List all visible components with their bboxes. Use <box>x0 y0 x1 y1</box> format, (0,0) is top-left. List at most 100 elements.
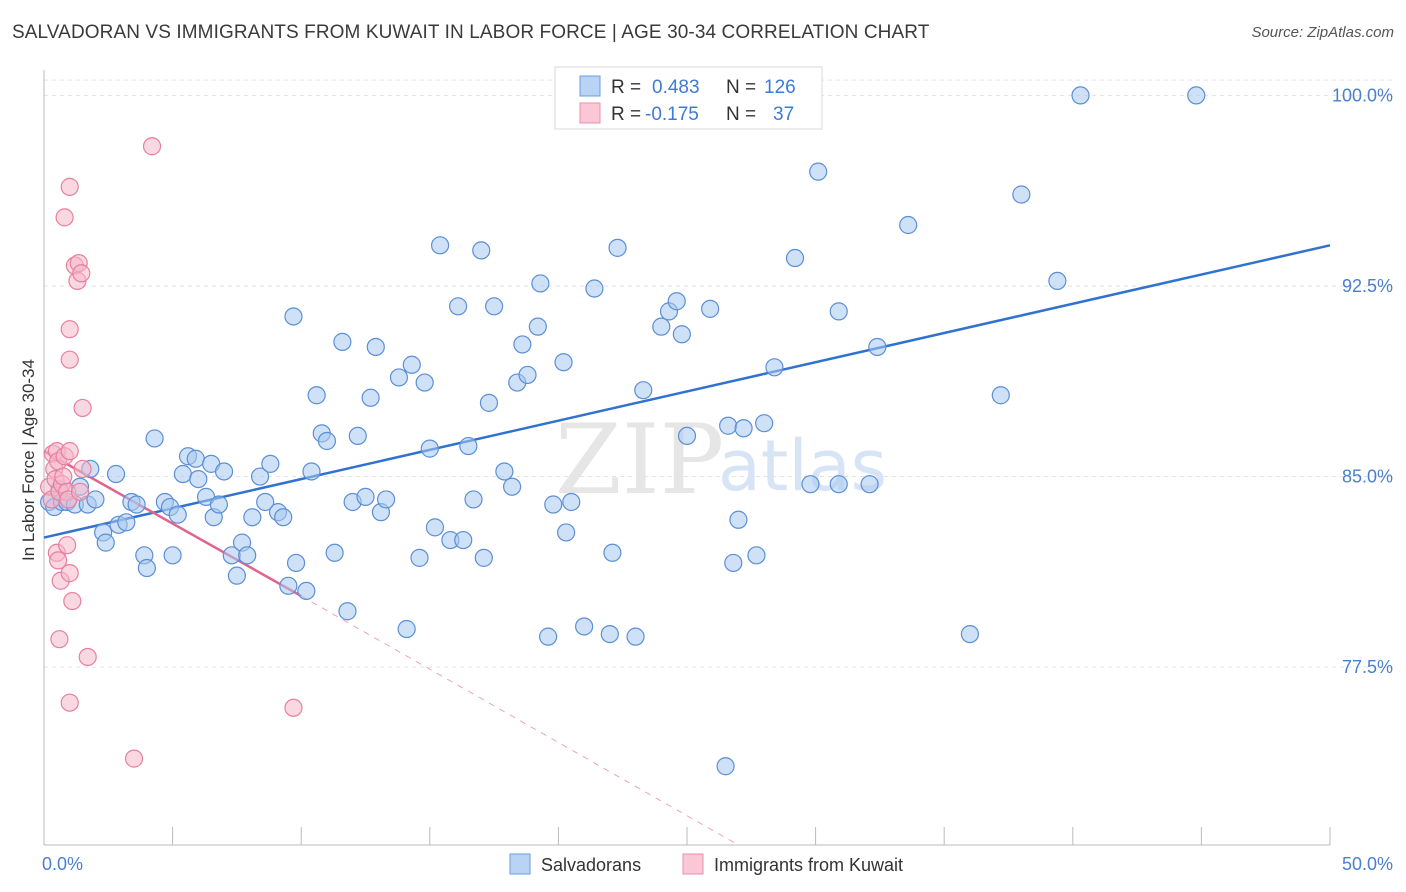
point-kuwait <box>55 208 74 227</box>
legend-r-value-1: 0.483 <box>652 77 700 98</box>
point-salvadorans <box>626 627 645 646</box>
point-kuwait <box>60 693 79 712</box>
point-salvadorans <box>284 307 303 326</box>
bottom-legend-salvadorans: Salvadorans <box>541 855 641 875</box>
bottom-legend-swatch-kuwait <box>682 853 704 875</box>
point-salvadorans <box>96 533 115 552</box>
legend-r-value-2: -0.175 <box>645 104 699 125</box>
point-salvadorans <box>137 558 156 578</box>
x-tick-label-max: 50.0% <box>1342 854 1393 874</box>
point-kuwait <box>54 467 73 486</box>
point-kuwait <box>72 264 91 283</box>
point-salvadorans <box>186 449 205 468</box>
point-kuwait <box>70 482 90 501</box>
point-salvadorans <box>765 358 784 377</box>
point-kuwait <box>124 749 144 768</box>
point-salvadorans <box>317 431 337 451</box>
point-salvadorans <box>333 332 352 351</box>
point-salvadorans <box>518 365 537 385</box>
point-salvadorans <box>716 757 735 776</box>
point-salvadorans <box>991 386 1010 405</box>
point-salvadorans <box>829 302 848 321</box>
point-salvadorans <box>261 454 280 473</box>
point-salvadorans <box>868 337 887 357</box>
point-salvadorans <box>250 467 270 486</box>
point-salvadorans <box>297 581 316 601</box>
point-kuwait <box>73 459 92 479</box>
point-salvadorans <box>1071 86 1090 105</box>
point-salvadorans <box>809 162 828 181</box>
point-kuwait <box>78 647 97 667</box>
point-salvadorans <box>274 508 293 527</box>
point-salvadorans <box>397 619 416 639</box>
point-salvadorans <box>485 297 504 316</box>
y-tick-label: 85.0% <box>1342 467 1393 487</box>
point-salvadorans <box>243 508 262 527</box>
point-salvadorans <box>554 353 573 372</box>
point-salvadorans <box>256 492 275 512</box>
point-salvadorans <box>724 553 743 573</box>
point-salvadorans <box>562 492 581 512</box>
point-salvadorans <box>302 462 321 481</box>
point-salvadorans <box>1187 86 1206 105</box>
point-salvadorans <box>361 388 380 407</box>
point-salvadorans <box>672 325 691 344</box>
point-salvadorans <box>528 317 547 336</box>
grid-lines <box>44 79 1395 668</box>
point-salvadorans <box>677 426 697 446</box>
point-salvadorans <box>410 548 429 567</box>
y-tick-label: 92.5% <box>1342 276 1393 296</box>
point-salvadorans <box>402 355 421 374</box>
chart-title: SALVADORAN VS IMMIGRANTS FROM KUWAIT IN … <box>12 22 930 43</box>
point-salvadorans <box>634 381 653 400</box>
bottom-legend-kuwait: Immigrants from Kuwait <box>714 855 903 875</box>
point-kuwait <box>60 320 79 339</box>
point-salvadorans <box>464 490 483 509</box>
axes: 77.5% 85.0% 92.5% 100.0% 0.0% 50.0% <box>42 70 1393 874</box>
point-salvadorans <box>495 462 514 481</box>
point-kuwait <box>60 350 79 369</box>
point-salvadorans <box>829 475 848 494</box>
legend-n-label-1: N = <box>726 77 756 98</box>
point-salvadorans <box>701 299 720 318</box>
point-kuwait <box>142 137 162 156</box>
point-salvadorans <box>454 530 473 550</box>
watermark-atlas: atlas <box>718 425 887 507</box>
point-salvadorans <box>227 566 246 585</box>
trend-line-kuwait-extension <box>300 595 739 846</box>
point-salvadorans <box>801 475 820 494</box>
y-tick-label: 100.0% <box>1332 85 1393 105</box>
point-kuwait <box>49 551 68 570</box>
point-kuwait <box>60 564 79 583</box>
point-salvadorans <box>389 368 409 387</box>
source-label: Source: ZipAtlas.com <box>1251 24 1394 41</box>
point-salvadorans <box>356 487 375 506</box>
point-salvadorans <box>1012 185 1031 204</box>
x-tick-label-min: 0.0% <box>42 854 83 874</box>
point-salvadorans <box>430 236 450 255</box>
point-salvadorans <box>734 419 753 438</box>
point-salvadorans <box>338 602 357 621</box>
watermark-zip: ZIP <box>555 404 724 516</box>
point-salvadorans <box>415 373 434 392</box>
point-salvadorans <box>474 548 493 567</box>
point-salvadorans <box>755 414 774 433</box>
point-salvadorans <box>214 462 234 481</box>
point-salvadorans <box>307 386 326 405</box>
point-salvadorans <box>448 297 468 316</box>
point-salvadorans <box>173 464 192 484</box>
point-salvadorans <box>189 469 208 489</box>
point-salvadorans <box>603 543 622 562</box>
point-kuwait <box>50 630 69 649</box>
legend-swatch-salvadorans <box>579 75 601 97</box>
point-salvadorans <box>209 495 228 514</box>
point-salvadorans <box>539 627 558 646</box>
point-salvadorans <box>479 393 499 412</box>
legend-r-label-2: R = <box>611 104 641 125</box>
point-salvadorans <box>575 617 594 636</box>
point-salvadorans <box>168 505 187 524</box>
point-salvadorans <box>376 490 396 509</box>
point-salvadorans <box>117 513 136 532</box>
legend-box: R = 0.483 N = 126 R = -0.175 N = 37 <box>554 66 823 130</box>
legend-n-label-2: N = <box>726 104 756 125</box>
